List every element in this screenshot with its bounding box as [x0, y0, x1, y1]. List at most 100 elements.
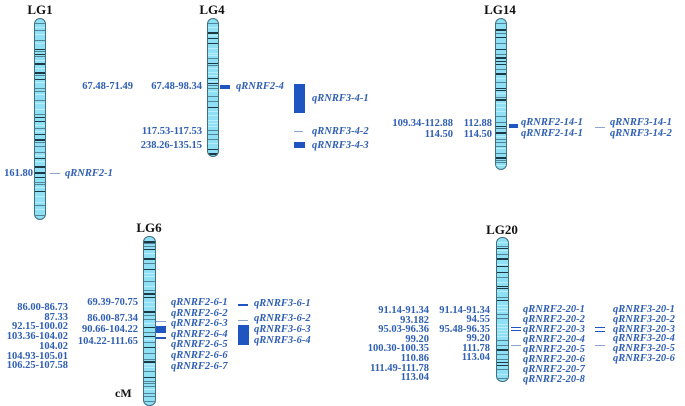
lg20-title: LG20 [486, 222, 518, 237]
lg20-chromosome [496, 237, 509, 382]
chromosome-band [496, 162, 506, 164]
chromosome-band [496, 28, 506, 31]
chromosome-band [208, 143, 218, 145]
chromosome-band [35, 79, 45, 81]
chromosome-band [496, 32, 506, 34]
lg20-qtl3: qRNRF3-20-2 [613, 313, 675, 325]
chromosome-band [497, 368, 508, 370]
lg6-qtl2: qRNRF2-6-6 [171, 350, 228, 361]
chromosome-band [497, 333, 508, 335]
chromosome-band [496, 111, 506, 113]
lg6-position-b: 86.00-87.34 [87, 313, 138, 324]
lg6-position-a: 92.15-100.02 [12, 321, 68, 333]
chromosome-band [35, 158, 45, 160]
lg20-qtl3: qRNRF3-20-4 [613, 333, 675, 345]
chromosome-band [35, 74, 45, 76]
chromosome-band [497, 265, 508, 267]
lg14-qtl2: qRNRF2-14-1 [521, 117, 583, 128]
chromosome-band [497, 276, 508, 278]
chromosome-band [496, 125, 506, 127]
lg4-position-b: 67.48-98.34 [151, 81, 202, 92]
chromosome-band [208, 96, 218, 98]
lg6-position-b: 90.66-104.22 [82, 324, 138, 335]
chromosome-band [496, 116, 506, 118]
chromosome-band [35, 187, 45, 189]
lg20-qtl2: qRNRF2-20-6 [523, 354, 585, 365]
chromosome-band [144, 318, 155, 320]
chromosome-band [497, 345, 508, 347]
chromosome-band [35, 34, 45, 36]
chromosome-band [208, 37, 218, 39]
chromosome-band [35, 134, 45, 136]
lg20-position-a: 111.49-111.78 [370, 362, 429, 374]
chromosome-band [144, 335, 155, 337]
lg4-qtl3: qRNRF3-4-2 [312, 126, 369, 137]
chromosome-band [496, 136, 506, 138]
chromosome-band [208, 106, 218, 108]
chromosome-band [497, 329, 508, 331]
chromosome-band [144, 353, 155, 355]
chromosome-band [497, 318, 508, 320]
lg20-qtl2: qRNRF2-20-8 [523, 374, 585, 385]
lg1-position: 161.80 [4, 168, 33, 179]
lg20-qtl-marker [595, 345, 605, 346]
lg20-qtl2: qRNRF2-20-2 [523, 314, 585, 325]
chromosome-band [35, 117, 45, 119]
chromosome-band [497, 253, 508, 255]
lg4-qtl-marker [294, 131, 303, 132]
chromosome-band [497, 327, 508, 329]
chromosome-band [144, 326, 155, 328]
chromosome-band [35, 130, 45, 132]
lg20-position-b: 99.20 [466, 333, 490, 345]
chromosome-band [496, 128, 506, 130]
chromosome-band [496, 43, 506, 44]
lg20-qtl-marker [511, 330, 521, 331]
chromosome-band [497, 323, 508, 325]
chromosome-band [208, 65, 218, 67]
lg4-qtl3: qRNRF3-4-1 [312, 93, 369, 104]
lg14-position-b: 114.50 [463, 129, 492, 140]
chromosome-band [496, 37, 506, 39]
lg4-position-b: 238.26-135.15 [140, 140, 202, 151]
chromosome-band [144, 400, 155, 402]
chromosome-band [144, 241, 155, 243]
chromosome-band [497, 250, 508, 252]
chromosome-band [144, 367, 155, 369]
lg1-title: LG1 [27, 2, 53, 17]
chromosome-band [497, 245, 508, 247]
chromosome-band [144, 364, 155, 366]
chromosome-band [144, 280, 155, 282]
chromosome-band [497, 258, 508, 261]
lg6-position-a: 106.25-107.58 [6, 360, 68, 372]
chromosome-band [496, 73, 506, 76]
chromosome-band [208, 91, 218, 93]
chromosome-band [497, 359, 508, 361]
unit-label: cM [115, 386, 132, 400]
lg20-position-a: 95.03-96.36 [378, 324, 429, 336]
chromosome-band [35, 195, 45, 197]
chromosome-band [144, 393, 155, 395]
chromosome-band [208, 101, 218, 103]
chromosome-band [35, 128, 45, 130]
chromosome-band [208, 80, 218, 82]
chromosome-band [496, 90, 506, 92]
lg6-qtl3: qRNRF3-6-4 [254, 335, 311, 346]
lg20-qtl3: qRNRF3-20-3 [613, 323, 675, 335]
chromosome-band [497, 374, 508, 376]
lg14-qtl-marker [509, 124, 518, 128]
chromosome-band [35, 39, 45, 41]
chromosome-band [35, 177, 45, 179]
chromosome-band [144, 370, 155, 372]
chromosome-band [496, 147, 506, 149]
chromosome-band [144, 301, 155, 303]
chromosome-band [35, 114, 45, 116]
lg20-position-a: 93.182 [400, 314, 429, 326]
chromosome-band [497, 297, 508, 299]
lg20-qtl3: qRNRF3-20-6 [613, 353, 675, 364]
chromosome-band [496, 141, 506, 143]
chromosome-band [208, 122, 218, 124]
chromosome-band [208, 139, 218, 141]
chromosome-band [208, 71, 218, 73]
chromosome-band [35, 91, 45, 93]
chromosome-band [208, 67, 218, 69]
